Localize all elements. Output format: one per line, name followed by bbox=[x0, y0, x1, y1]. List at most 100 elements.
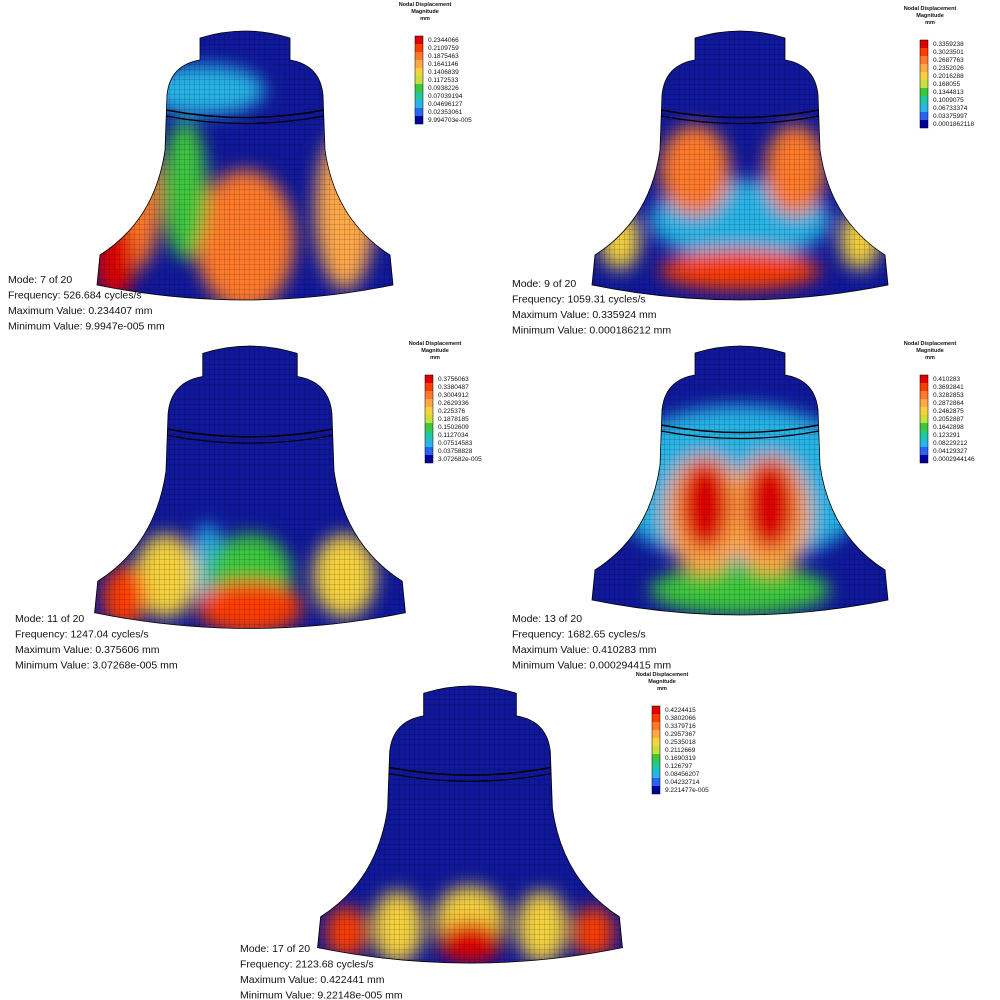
legend-value: 0.1690319 bbox=[665, 755, 696, 762]
legend-value: 0.3023501 bbox=[933, 49, 964, 56]
panel: Nodal DisplacementMagnitudemm0.42244150.… bbox=[240, 672, 709, 1000]
legend-swatch bbox=[920, 88, 928, 96]
mode-info: Mode: 13 of 20 bbox=[512, 613, 582, 625]
legend-swatch bbox=[425, 383, 433, 391]
legend-value: 0.1878185 bbox=[438, 416, 469, 423]
mesh bbox=[97, 31, 393, 300]
legend-swatch bbox=[652, 714, 660, 722]
panel: Nodal DisplacementMagnitudemm0.23440660.… bbox=[8, 2, 472, 333]
legend-value: 0.2687763 bbox=[933, 57, 964, 64]
ring bbox=[660, 115, 820, 125]
legend-swatch bbox=[415, 100, 423, 108]
legend-value: 0.2344066 bbox=[428, 37, 459, 44]
legend: Nodal DisplacementMagnitudemm0.42244150.… bbox=[636, 672, 709, 795]
legend: Nodal DisplacementMagnitudemm0.33592380.… bbox=[904, 6, 974, 129]
legend-title: Nodal Displacement bbox=[904, 6, 957, 12]
legend-value: 0.03375997 bbox=[933, 113, 968, 120]
bell-outline bbox=[317, 685, 623, 964]
mesh bbox=[317, 686, 623, 964]
legend-value: 0.1009075 bbox=[933, 97, 964, 104]
legend-value: 0.225376 bbox=[438, 408, 465, 415]
legend-swatch bbox=[920, 112, 928, 120]
legend-title: Magnitude bbox=[648, 679, 676, 685]
legend-swatch bbox=[415, 52, 423, 60]
legend-value: 0.3802066 bbox=[665, 715, 696, 722]
legend-value: 0.3692841 bbox=[933, 384, 964, 391]
legend-swatch bbox=[652, 722, 660, 730]
legend-swatch bbox=[920, 64, 928, 72]
legend-value: 9.221477e-005 bbox=[665, 787, 709, 794]
legend-swatch bbox=[652, 770, 660, 778]
legend-value: 0.1127034 bbox=[438, 432, 469, 439]
legend-swatch bbox=[415, 116, 423, 124]
legend-swatch bbox=[920, 399, 928, 407]
legend-swatch bbox=[425, 423, 433, 431]
legend-value: 0.123291 bbox=[933, 432, 960, 439]
legend-title: mm bbox=[430, 355, 440, 361]
legend-title: Magnitude bbox=[916, 13, 944, 19]
legend-title: Magnitude bbox=[916, 348, 944, 354]
legend-swatch bbox=[920, 431, 928, 439]
legend-value: 0.2112669 bbox=[665, 747, 696, 754]
legend-value: 0.168055 bbox=[933, 81, 960, 88]
legend-swatch bbox=[415, 60, 423, 68]
legend-value: 9.994703e-005 bbox=[428, 117, 472, 124]
legend-value: 0.2052887 bbox=[933, 416, 964, 423]
mode-info: Minimum Value: 9.9947e-005 mm bbox=[8, 321, 165, 333]
legend: Nodal DisplacementMagnitudemm0.37560630.… bbox=[409, 341, 482, 464]
mode-info: Maximum Value: 0.234407 mm bbox=[8, 305, 153, 317]
legend: Nodal DisplacementMagnitudemm0.23440660.… bbox=[399, 2, 472, 125]
legend-value: 3.072682e-005 bbox=[438, 456, 482, 463]
legend-swatch bbox=[920, 407, 928, 415]
legend-value: 0.410283 bbox=[933, 376, 960, 383]
mode-info: Mode: 17 of 20 bbox=[240, 943, 310, 955]
legend-swatch bbox=[652, 786, 660, 794]
ring bbox=[388, 772, 552, 782]
legend-value: 0.3380487 bbox=[438, 384, 469, 391]
legend-value: 0.126797 bbox=[665, 763, 692, 770]
legend-value: 0.1172533 bbox=[428, 77, 459, 84]
legend-value: 0.06733374 bbox=[933, 105, 968, 112]
legend-value: 0.4224415 bbox=[665, 707, 696, 714]
mode-info: Mode: 11 of 20 bbox=[15, 613, 84, 625]
legend-title: Nodal Displacement bbox=[409, 341, 462, 347]
mode-info: Maximum Value: 0.410283 mm bbox=[512, 644, 657, 656]
bell-outline bbox=[96, 30, 394, 301]
ring bbox=[660, 430, 820, 440]
legend-title: Magnitude bbox=[411, 9, 439, 15]
mesh bbox=[94, 346, 406, 629]
mode-info: Frequency: 1059.31 cycles/s bbox=[512, 294, 646, 306]
mode-info: Frequency: 2123.68 cycles/s bbox=[240, 959, 374, 971]
legend-swatch bbox=[415, 68, 423, 76]
legend-value: 0.1642898 bbox=[933, 424, 964, 431]
bell-model bbox=[592, 31, 888, 300]
legend-swatch bbox=[920, 48, 928, 56]
mode-info: Minimum Value: 0.000294415 mm bbox=[512, 660, 671, 672]
mode-info: Maximum Value: 0.335924 mm bbox=[512, 309, 657, 321]
ring bbox=[166, 428, 334, 438]
mode-info: Frequency: 1247.04 cycles/s bbox=[15, 629, 149, 641]
legend-swatch bbox=[920, 72, 928, 80]
legend-title: Nodal Displacement bbox=[399, 2, 452, 8]
legend-value: 0.07514583 bbox=[438, 440, 473, 447]
legend-value: 0.2352026 bbox=[933, 65, 964, 72]
legend-title: Magnitude bbox=[421, 348, 449, 354]
legend-value: 0.04129327 bbox=[933, 448, 968, 455]
legend-swatch bbox=[652, 754, 660, 762]
legend-value: 0.2462875 bbox=[933, 408, 964, 415]
legend-value: 0.1641146 bbox=[428, 61, 459, 68]
legend-swatch bbox=[920, 439, 928, 447]
legend-swatch bbox=[415, 84, 423, 92]
legend-value: 0.0938226 bbox=[428, 85, 459, 92]
bell-outline bbox=[591, 345, 889, 616]
ring bbox=[388, 766, 552, 776]
legend-value: 0.2109759 bbox=[428, 45, 459, 52]
legend-swatch bbox=[415, 76, 423, 84]
ring bbox=[165, 115, 325, 125]
legend-swatch bbox=[425, 439, 433, 447]
legend-swatch bbox=[652, 762, 660, 770]
legend-swatch bbox=[415, 92, 423, 100]
legend-value: 0.03758828 bbox=[438, 448, 473, 455]
legend-swatch bbox=[425, 447, 433, 455]
legend-title: mm bbox=[925, 355, 935, 361]
